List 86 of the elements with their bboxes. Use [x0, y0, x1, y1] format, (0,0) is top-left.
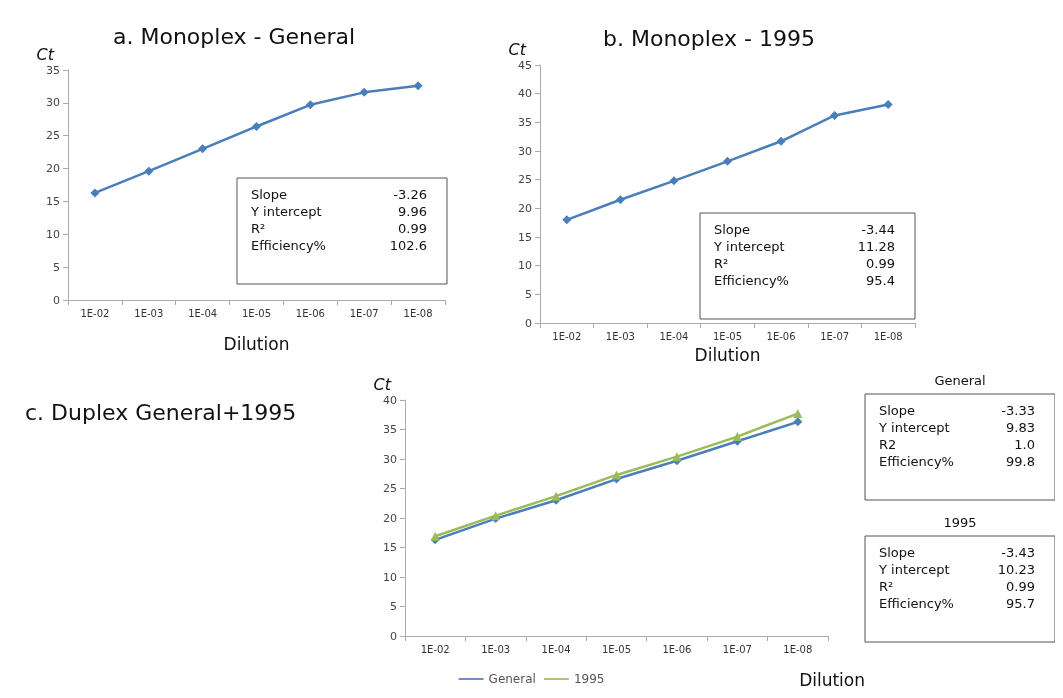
y-tick-label: 10 — [383, 570, 397, 584]
text: c. Duplex General+1995 — [25, 399, 297, 425]
x-tick-label: 1E-05 — [241, 307, 272, 319]
text: 1995 — [943, 515, 977, 530]
point — [305, 100, 315, 110]
y-tick-label: 20 — [46, 162, 60, 176]
point — [198, 144, 208, 154]
y-tick-label: 5 — [390, 600, 397, 613]
y-tick-label: 25 — [518, 173, 532, 187]
y-tick-label: 40 — [518, 87, 532, 101]
y-tick-label: 15 — [518, 230, 532, 244]
y-tick-label: 30 — [46, 96, 60, 110]
x-tick-label: 1E-04 — [188, 307, 218, 319]
point — [551, 491, 561, 501]
y-tick-label: 0 — [390, 629, 397, 643]
text: General — [934, 373, 986, 388]
x-tick-label: 1E-06 — [295, 307, 325, 319]
x-tick-label: 1E-08 — [873, 330, 903, 342]
x-tick-label: 1E-02 — [552, 330, 582, 342]
x-tick-label: 1E-04 — [541, 643, 571, 655]
y-tick-label: 0 — [53, 293, 60, 307]
point — [793, 409, 803, 419]
x-tick-label: 1E-08 — [783, 643, 813, 655]
point — [612, 470, 621, 480]
y-tick-label: 25 — [46, 129, 60, 143]
y-tick-label: 30 — [383, 452, 397, 466]
y-tick-label: 35 — [46, 63, 60, 77]
chart-title: b. Monoplex - 1995 — [603, 25, 815, 51]
point — [144, 166, 154, 176]
x-tick-label: 1E-06 — [766, 330, 796, 342]
legend-label: General — [488, 672, 536, 686]
x-axis-title: Dilution — [799, 669, 865, 690]
x-tick-label: 1E-02 — [420, 643, 450, 655]
y-tick-label: 35 — [383, 423, 397, 436]
text: Slope -3.44 Y intercept 11.28 R² 0.99 Efficiency% 95.4 — [714, 222, 895, 288]
x-tick-label: 1E-07 — [722, 643, 752, 655]
y-tick-label: 5 — [53, 260, 60, 274]
x-tick-label: 1E-04 — [659, 330, 689, 342]
y-tick-label: 20 — [518, 201, 532, 215]
point — [252, 122, 261, 132]
point — [776, 136, 786, 146]
y-tick-label: 10 — [518, 259, 532, 273]
y-tick-label: 35 — [518, 115, 532, 129]
legend-label: 1995 — [573, 672, 605, 686]
y-axis-title: Ct — [508, 39, 527, 59]
point — [672, 452, 682, 462]
y-tick-label: 15 — [46, 194, 60, 208]
x-tick-label: 1E-07 — [820, 330, 850, 342]
x-tick-label: 1E-08 — [403, 307, 433, 319]
y-tick-label: 25 — [383, 482, 397, 495]
point — [723, 156, 732, 166]
x-axis-title: Dilution — [694, 344, 761, 365]
y-tick-label: 15 — [383, 541, 397, 554]
text: Slope -3.43 Y intercept 10.23 R² 0.99 Efficiency% 95.7 — [879, 545, 1035, 611]
point — [90, 188, 100, 198]
text: Slope -3.26 Y intercept 9.96 R² 0.99 Efficiency% 102.6 — [251, 187, 427, 253]
x-tick-label: 1E-03 — [605, 330, 635, 342]
y-axis-title: Ct — [36, 44, 55, 64]
y-tick-label: 0 — [525, 316, 532, 330]
text: Slope -3.33 Y intercept 9.83 R2 1.0 Efficiency% 99.8 — [879, 403, 1035, 469]
y-tick-label: 5 — [525, 287, 532, 301]
point — [883, 100, 893, 110]
y-tick-label: 30 — [518, 144, 532, 158]
y-tick-label: 40 — [383, 393, 397, 407]
point — [793, 417, 803, 427]
point — [615, 195, 625, 205]
y-axis-title: Ct — [373, 374, 392, 394]
x-tick-label: 1E-06 — [662, 643, 692, 655]
x-tick-label: 1E-05 — [712, 330, 743, 342]
point — [732, 432, 742, 442]
point — [562, 215, 572, 225]
point — [669, 176, 679, 186]
x-axis-title: Dilution — [223, 333, 290, 354]
x-tick-label: 1E-03 — [481, 643, 511, 655]
point — [413, 81, 423, 91]
x-tick-label: 1E-02 — [80, 307, 110, 319]
x-tick-label: 1E-03 — [134, 307, 164, 319]
point — [359, 87, 369, 97]
y-tick-label: 45 — [518, 58, 532, 72]
chart-title: a. Monoplex - General — [113, 23, 356, 49]
x-tick-label: 1E-07 — [349, 307, 379, 319]
point — [830, 110, 840, 120]
x-tick-label: 1E-05 — [601, 643, 632, 655]
y-tick-label: 10 — [46, 227, 60, 241]
y-tick-label: 20 — [383, 511, 397, 525]
point — [430, 531, 440, 541]
